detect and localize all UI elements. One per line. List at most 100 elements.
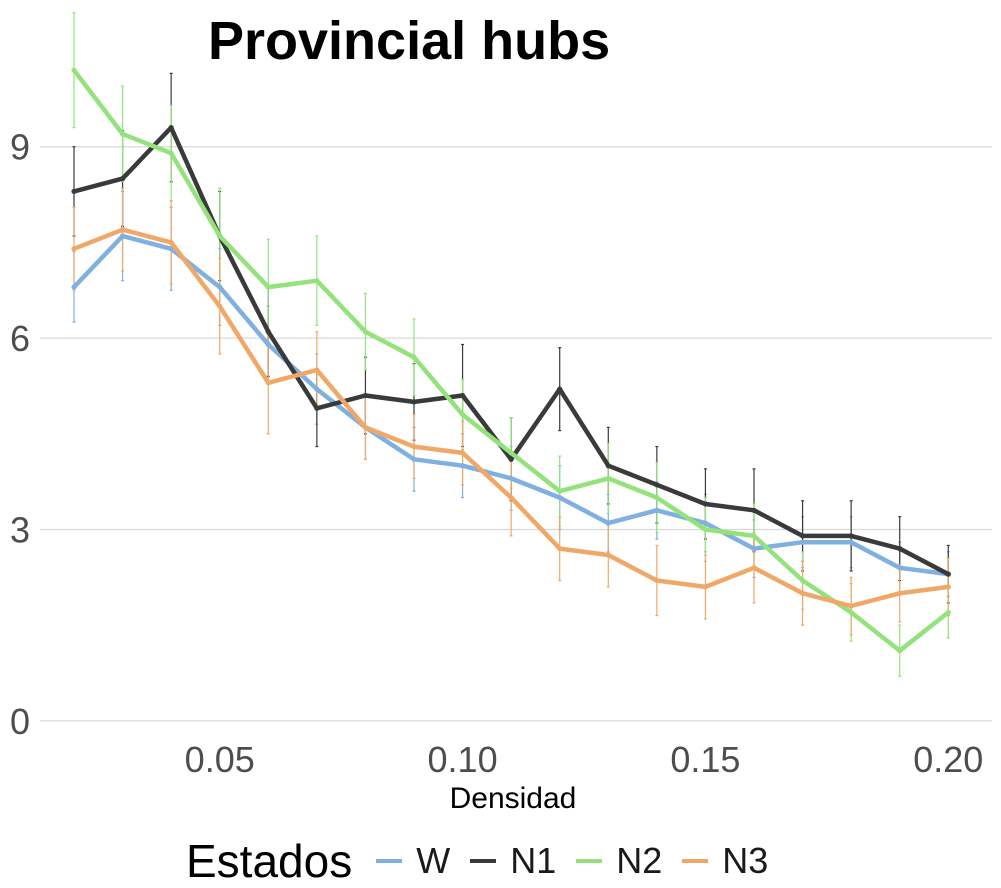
data-point: [459, 412, 466, 418]
data-point: [411, 443, 417, 450]
data-point: [751, 546, 757, 552]
data-point: [119, 233, 126, 239]
legend-label: N3: [722, 840, 769, 881]
x-axis-ticks: 0.05 0.10 0.15 0.20: [185, 739, 984, 780]
data-point: [654, 507, 660, 513]
data-point: [654, 577, 660, 584]
data-point: [799, 590, 806, 596]
data-point: [897, 565, 903, 571]
data-point: [71, 188, 77, 194]
data-point: [508, 475, 514, 482]
series-line-n2: [71, 67, 951, 653]
legend-label: N1: [510, 840, 557, 881]
data-point: [168, 150, 174, 156]
data-point: [71, 284, 77, 290]
data-point: [848, 533, 854, 539]
data-point: [945, 571, 951, 577]
data-point: [557, 488, 563, 494]
data-point: [411, 456, 417, 462]
data-point: [459, 450, 466, 456]
x-tick-label: 0.10: [428, 739, 498, 780]
data-point: [217, 303, 223, 309]
data-point: [217, 233, 223, 239]
x-axis-label: Densidad: [450, 782, 577, 815]
data-point: [265, 329, 271, 335]
data-point: [799, 539, 806, 545]
data-point: [71, 67, 77, 73]
y-tick-label: 0: [10, 701, 30, 742]
data-point: [557, 386, 563, 392]
data-point: [459, 463, 466, 469]
data-point: [605, 520, 611, 526]
data-point: [119, 227, 126, 233]
data-point: [945, 584, 951, 590]
legend-item-n3: N3: [682, 840, 768, 882]
data-point: [119, 176, 126, 182]
data-point: [557, 494, 563, 501]
data-point: [508, 450, 514, 456]
chart-title: Provincial hubs: [208, 11, 611, 71]
data-point: [848, 539, 854, 545]
data-point: [702, 584, 709, 590]
data-point: [362, 392, 369, 399]
data-point: [459, 392, 466, 399]
data-point: [71, 246, 77, 252]
data-point: [848, 603, 854, 609]
data-point: [897, 648, 903, 654]
data-point: [848, 609, 854, 616]
data-point: [508, 456, 514, 462]
data-point: [314, 405, 320, 411]
data-point: [362, 329, 369, 335]
data-point: [411, 399, 417, 405]
x-tick-label: 0.05: [185, 739, 255, 780]
data-point: [751, 533, 757, 539]
legend-key: [682, 859, 709, 863]
data-point: [508, 494, 514, 501]
data-point: [265, 284, 271, 290]
series-lines: [71, 67, 951, 654]
legend-key: [470, 859, 497, 863]
data-point: [411, 354, 417, 360]
data-point: [265, 380, 271, 386]
data-point: [799, 533, 806, 539]
data-point: [654, 494, 660, 501]
data-point: [168, 239, 174, 246]
legend-title: Estados: [186, 835, 353, 887]
data-point: [751, 507, 757, 513]
y-tick-label: 6: [10, 318, 30, 359]
data-point: [119, 131, 126, 137]
legend-label: W: [416, 840, 451, 881]
x-tick-label: 0.20: [913, 739, 983, 780]
data-point: [654, 482, 660, 488]
data-point: [897, 590, 903, 596]
data-point: [751, 565, 757, 571]
legend-item-n1: N1: [470, 840, 556, 882]
data-point: [702, 501, 709, 507]
data-point: [362, 424, 369, 431]
data-point: [702, 526, 709, 533]
legend-item-n2: N2: [576, 840, 662, 882]
data-point: [265, 341, 271, 348]
legend-item-w: W: [376, 840, 450, 882]
data-point: [897, 546, 903, 552]
data-point: [605, 475, 611, 482]
data-point: [799, 577, 806, 584]
data-point: [702, 520, 709, 526]
data-point: [217, 284, 223, 290]
data-point: [314, 386, 320, 392]
data-point: [314, 367, 320, 373]
x-tick-label: 0.15: [670, 739, 740, 780]
y-axis-ticks: 0 3 6 9: [10, 127, 30, 742]
y-tick-label: 3: [10, 509, 30, 550]
legend-key: [576, 859, 603, 863]
data-point: [605, 552, 611, 558]
legend-label: N2: [616, 840, 663, 881]
data-point: [945, 609, 951, 616]
legend-key: [376, 859, 403, 863]
y-tick-label: 9: [10, 127, 30, 168]
grid-lines: [40, 146, 992, 722]
data-point: [314, 278, 320, 284]
legend: Estados W N1 N2 N3: [186, 834, 788, 888]
error-bars: [72, 12, 950, 677]
